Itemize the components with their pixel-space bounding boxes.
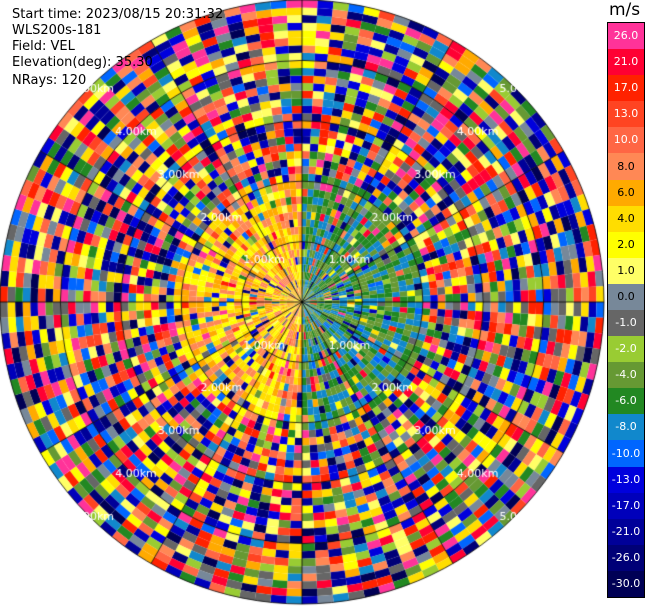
colorbar-tick-label: 17.0	[613, 81, 639, 95]
colorbar-segment	[608, 23, 644, 50]
colorbar-segment	[608, 231, 644, 259]
colorbar-tick-label: -4.0	[615, 368, 637, 382]
colorbar: 26.0 21.0 17.0 13.0 10.0 8.0 6.0 4.0 2.0 1.0 0.0 -1…	[607, 22, 645, 598]
colorbar-tick-label: 13.0	[613, 107, 639, 121]
colorbar-tick-label: 6.0	[617, 185, 635, 199]
colorbar-segment	[608, 257, 644, 285]
colorbar-tick-label: 4.0	[617, 211, 635, 225]
colorbar-segment	[608, 101, 644, 128]
colorbar-segment	[608, 440, 644, 468]
colorbar-segment	[608, 205, 644, 233]
colorbar-tick-label: -6.0	[615, 394, 637, 408]
colorbar-tick-label: 26.0	[613, 29, 639, 43]
colorbar-tick-label: 2.0	[617, 237, 635, 251]
colorbar-segment	[608, 518, 644, 546]
colorbar-segment	[608, 336, 644, 363]
colorbar-segment	[608, 153, 644, 181]
colorbar-tick-label: -8.0	[615, 420, 637, 434]
colorbar-tick-label: 8.0	[617, 159, 635, 173]
colorbar-segment	[608, 492, 644, 520]
colorbar-tick-label: -1.0	[615, 316, 637, 330]
colorbar-segment	[608, 179, 644, 207]
elevation-label: Elevation(deg): 35.30	[12, 55, 153, 70]
colorbar-segment	[608, 75, 644, 102]
colorbar-tick-label: -17.0	[611, 498, 641, 512]
colorbar-tick-label: 1.0	[617, 263, 635, 277]
colorbar-segment	[608, 388, 644, 415]
colorbar-tick-label: -30.0	[611, 576, 641, 590]
instrument-label: WLS200s-181	[12, 23, 102, 38]
colorbar-segment	[608, 544, 644, 572]
start-time-label: Start time: 2023/08/15 20:31:32	[12, 7, 224, 22]
nrays-label: NRays: 120	[12, 73, 87, 88]
colorbar-segment	[608, 570, 644, 598]
colorbar-tick-label: 10.0	[613, 133, 639, 147]
colorbar-segment	[608, 283, 644, 311]
colorbar-tick-label: -10.0	[611, 446, 641, 460]
colorbar-segment	[608, 414, 644, 441]
colorbar-segment	[608, 310, 644, 337]
colorbar-segment	[608, 127, 644, 154]
radar-ppi-chart	[0, 0, 607, 607]
colorbar-tick-label: -2.0	[615, 342, 637, 356]
colorbar-segment	[608, 49, 644, 76]
field-label: Field: VEL	[12, 39, 75, 54]
colorbar-unit: m/s	[609, 0, 641, 20]
colorbar-tick-label: -13.0	[611, 472, 641, 486]
colorbar-tick-label: 0.0	[617, 289, 635, 303]
colorbar-segment	[608, 362, 644, 389]
colorbar-segment	[608, 466, 644, 494]
colorbar-tick-label: -26.0	[611, 550, 641, 564]
colorbar-tick-label: -21.0	[611, 524, 641, 538]
colorbar-tick-label: 21.0	[613, 55, 639, 69]
